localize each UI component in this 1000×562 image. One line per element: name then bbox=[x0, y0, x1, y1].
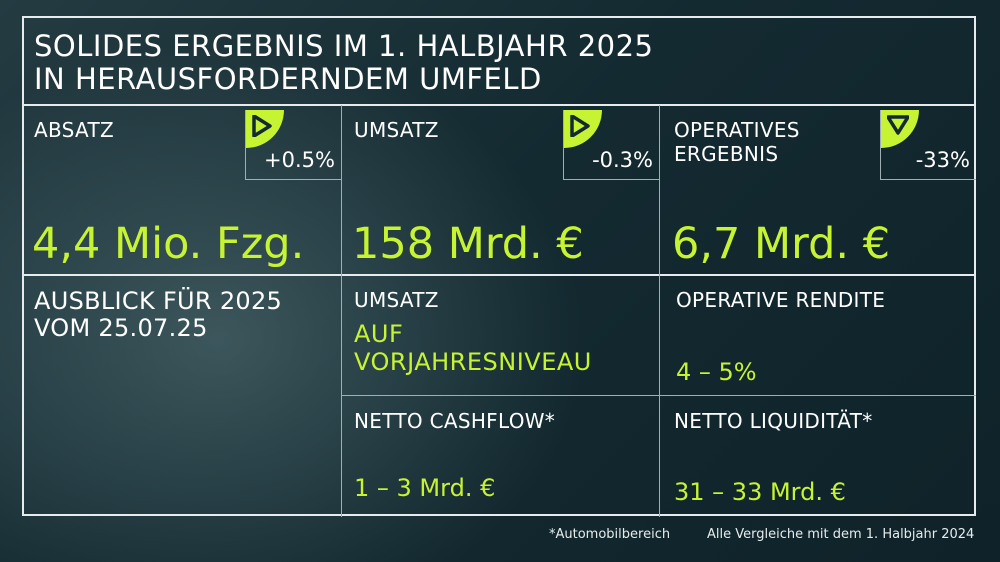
outlook-rendite-value: 4 – 5% bbox=[676, 358, 757, 386]
outlook-umsatz-value: AUF VORJAHRESNIVEAU bbox=[354, 320, 592, 376]
kpi-absatz-change-badge: +0.5% bbox=[245, 110, 341, 180]
kpi-ergebnis-change: -33% bbox=[915, 148, 970, 172]
down-arrow-icon bbox=[881, 110, 919, 148]
kpi-ergebnis-label-line-1: OPERATIVES bbox=[674, 118, 800, 142]
title-line-1: SOLIDES ERGEBNIS IM 1. HALBJAHR 2025 bbox=[34, 29, 654, 63]
outlook-title-line-2: VOM 25.07.25 bbox=[34, 314, 208, 342]
kpi-absatz-value: 4,4 Mio. Fzg. bbox=[32, 219, 305, 269]
outlook-cashflow-label: NETTO CASHFLOW* bbox=[354, 409, 556, 433]
kpi-umsatz-change-badge: -0.3% bbox=[563, 110, 659, 180]
outlook-title-line-1: AUSBLICK FÜR 2025 bbox=[34, 287, 283, 315]
right-arrow-icon bbox=[246, 110, 284, 148]
kpi-absatz-label: ABSATZ bbox=[34, 118, 114, 142]
comparison-note: Alle Vergleiche mit dem 1. Halbjahr 2024 bbox=[707, 527, 975, 542]
page-title: SOLIDES ERGEBNIS IM 1. HALBJAHR 2025 IN … bbox=[34, 30, 654, 96]
outlook-rendite-label: OPERATIVE RENDITE bbox=[676, 288, 886, 312]
title-line-2: IN HERAUSFORDERNDEM UMFELD bbox=[34, 62, 542, 96]
kpi-ergebnis-change-badge: -33% bbox=[880, 110, 976, 180]
outlook-cashflow-value: 1 – 3 Mrd. € bbox=[354, 474, 496, 502]
column-divider-1 bbox=[341, 105, 342, 517]
outlook-liquiditaet-value: 31 – 33 Mrd. € bbox=[674, 478, 846, 506]
footnote: *Automobilbereich bbox=[549, 527, 671, 542]
kpi-umsatz-label: UMSATZ bbox=[354, 118, 439, 142]
kpi-ergebnis-label-line-2: ERGEBNIS bbox=[674, 142, 779, 166]
dashboard-frame bbox=[22, 16, 976, 516]
outlook-umsatz-label: UMSATZ bbox=[354, 288, 439, 312]
outlook-umsatz-value-line-1: AUF bbox=[354, 320, 404, 348]
outlook-liquiditaet-label: NETTO LIQUIDITÄT* bbox=[674, 409, 873, 433]
outlook-row-divider bbox=[341, 395, 976, 396]
kpi-ergebnis-value: 6,7 Mrd. € bbox=[672, 219, 891, 269]
outlook-umsatz-value-line-2: VORJAHRESNIVEAU bbox=[354, 348, 592, 376]
outlook-title: AUSBLICK FÜR 2025 VOM 25.07.25 bbox=[34, 288, 282, 342]
kpi-umsatz-value: 158 Mrd. € bbox=[352, 219, 584, 269]
kpi-umsatz-change: -0.3% bbox=[592, 148, 653, 172]
title-divider bbox=[22, 104, 976, 106]
kpi-ergebnis-label: OPERATIVES ERGEBNIS bbox=[674, 118, 800, 166]
column-divider-2 bbox=[659, 105, 660, 517]
section-divider bbox=[22, 274, 976, 276]
right-arrow-icon bbox=[564, 110, 602, 148]
kpi-absatz-change: +0.5% bbox=[264, 148, 335, 172]
